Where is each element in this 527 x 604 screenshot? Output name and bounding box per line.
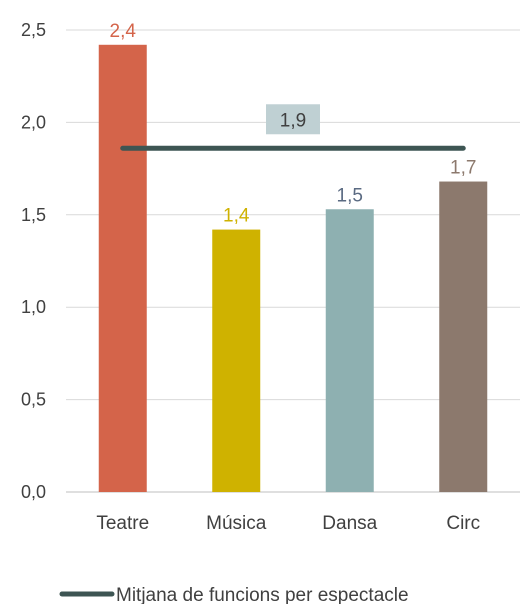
data-label: 1,7 (450, 158, 476, 179)
y-tick-label: 2,0 (21, 112, 46, 132)
data-labels: 2,4 1,4 1,5 1,7 (110, 21, 477, 227)
bars (98, 44, 488, 493)
bar-música (212, 229, 261, 493)
data-label: 1,4 (223, 206, 250, 227)
category-label: Dansa (322, 513, 377, 534)
bar-teatre (98, 44, 147, 493)
data-label: 2,4 (110, 21, 137, 42)
category-label: Música (206, 513, 267, 534)
legend-entry: Mitjana de funcions per espectacle (116, 585, 409, 604)
bar-dansa (325, 209, 374, 493)
y-tick-label: 0,0 (21, 482, 46, 502)
y-tick-label: 2,5 (21, 20, 46, 40)
y-tick-label: 1,5 (21, 205, 46, 225)
average-label-box (266, 104, 320, 135)
category-label: Teatre (96, 513, 149, 534)
legend: Mitjana de funcions per espectacle (59, 585, 409, 604)
y-tick-label: 1,0 (21, 297, 46, 317)
y-axis-ticks: 0,0 0,5 1,0 1,5 2,0 2,5 (21, 20, 46, 502)
data-label: 1,5 (337, 185, 363, 206)
average-label: 1,9 (280, 110, 306, 131)
x-axis-categories: Teatre Música Dansa Circ (96, 513, 480, 534)
bar-circ (439, 181, 488, 492)
average-line-group: 1,9 (120, 104, 466, 151)
y-tick-label: 0,5 (21, 390, 46, 410)
category-label: Circ (446, 513, 480, 534)
